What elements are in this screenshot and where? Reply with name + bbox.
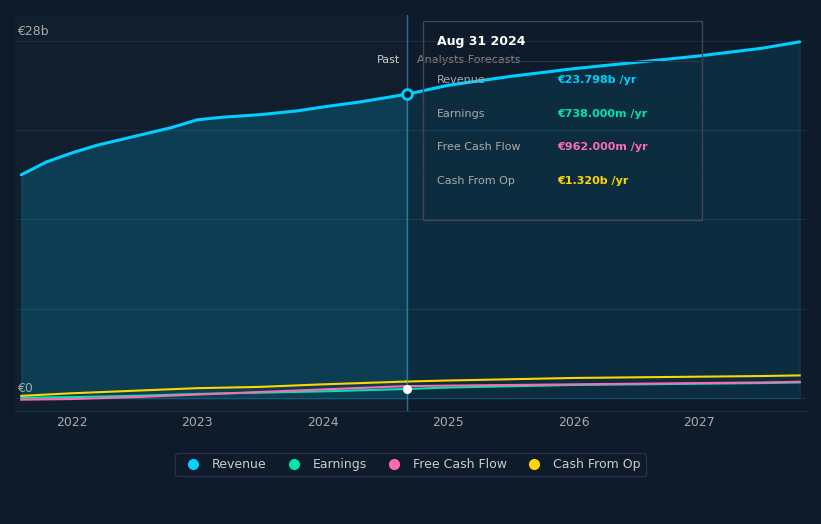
- Legend: Revenue, Earnings, Free Cash Flow, Cash From Op: Revenue, Earnings, Free Cash Flow, Cash …: [176, 453, 645, 476]
- Text: Analysts Forecasts: Analysts Forecasts: [417, 54, 521, 65]
- Text: €962.000m /yr: €962.000m /yr: [557, 143, 648, 152]
- Text: €23.798b /yr: €23.798b /yr: [557, 75, 636, 85]
- Text: Free Cash Flow: Free Cash Flow: [437, 143, 521, 152]
- Text: Past: Past: [377, 54, 401, 65]
- Text: €0: €0: [17, 381, 34, 395]
- Text: €28b: €28b: [17, 25, 49, 38]
- Text: Revenue: Revenue: [437, 75, 485, 85]
- Text: Earnings: Earnings: [437, 108, 485, 118]
- Bar: [15, 15, 406, 411]
- Text: €738.000m /yr: €738.000m /yr: [557, 108, 647, 118]
- Text: Aug 31 2024: Aug 31 2024: [437, 35, 525, 48]
- Text: Cash From Op: Cash From Op: [437, 176, 515, 186]
- Text: €1.320b /yr: €1.320b /yr: [557, 176, 628, 186]
